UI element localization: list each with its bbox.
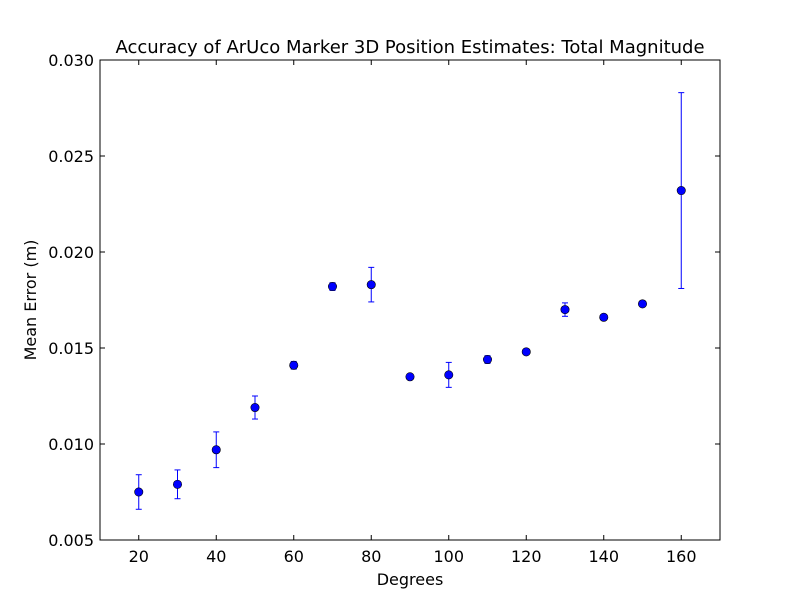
y-tick-label: 0.025 (48, 147, 94, 166)
x-tick-label: 20 (129, 547, 149, 566)
y-tick-label: 0.005 (48, 531, 94, 550)
x-tick-label: 120 (511, 547, 542, 566)
data-point (637, 299, 647, 309)
y-tick-label: 0.010 (48, 435, 94, 454)
data-point (134, 487, 144, 497)
data-point (211, 445, 221, 455)
x-tick-label: 140 (588, 547, 619, 566)
data-point (599, 312, 609, 322)
plot-frame (99, 59, 721, 541)
data-point (289, 360, 299, 370)
data-point (560, 305, 570, 315)
x-tick-label: 100 (433, 547, 464, 566)
data-point (444, 370, 454, 380)
data-point (521, 347, 531, 357)
plot-area: 20 40 60 80 100 120 140 160 0.005 0.010 0.015 0.020… (48, 51, 721, 566)
x-tick-label: 160 (666, 547, 697, 566)
data-point (327, 282, 337, 292)
y-tick-label: 0.015 (48, 339, 94, 358)
data-point (366, 280, 376, 290)
x-tick-label: 60 (284, 547, 304, 566)
data-point (676, 186, 686, 196)
data-point (405, 372, 415, 382)
y-tick-label: 0.020 (48, 243, 94, 262)
x-tick-label: 40 (206, 547, 226, 566)
data-point (482, 355, 492, 365)
data-point (173, 479, 183, 489)
x-tick-label: 80 (361, 547, 381, 566)
y-axis-label: Mean Error (m) (21, 240, 40, 361)
x-axis-label: Degrees (377, 570, 444, 589)
y-tick-label: 0.030 (48, 51, 94, 70)
data-point (250, 403, 260, 413)
chart-title: Accuracy of ArUco Marker 3D Position Est… (115, 37, 704, 58)
